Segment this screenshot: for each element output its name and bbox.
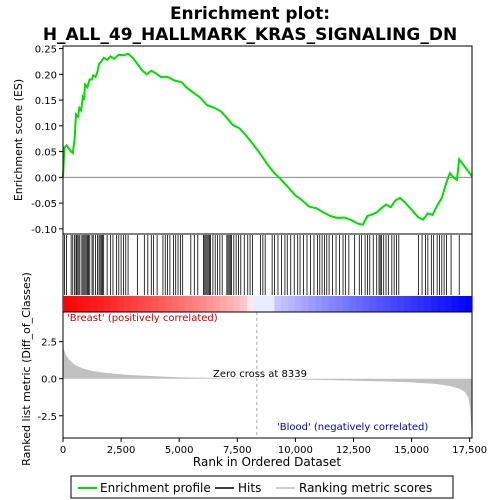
metric-ytick-label: -2.5 (37, 412, 57, 423)
es-ytick-label: 0.00 (35, 173, 57, 184)
legend-label-enrichment: Enrichment profile (100, 481, 211, 495)
color-bar-segment (301, 296, 309, 312)
color-bar-segment (192, 296, 200, 312)
x-tick-label: 15,000 (394, 445, 429, 456)
es-ytick-label: -0.05 (31, 199, 57, 210)
color-bar-segment (199, 296, 207, 312)
es-ytick-label: 0.20 (35, 70, 57, 81)
color-bar-segment (165, 296, 173, 312)
color-bar-segment (144, 296, 153, 312)
color-bar-segment (69, 296, 78, 312)
color-bar-segment (63, 296, 71, 312)
color-bar-segment (274, 296, 282, 312)
color-bar-segment (335, 296, 344, 312)
color-bar-segment (83, 296, 91, 312)
metric-panel-frame (62, 311, 473, 439)
chart-title-line2: H_ALL_49_HALLMARK_KRAS_SIGNALING_DN (43, 25, 457, 45)
rank-color-bar (63, 296, 473, 312)
color-bar-segment (212, 296, 221, 312)
legend-label-hits: Hits (238, 481, 261, 495)
negative-class-label: 'Blood' (negatively correlated) (277, 422, 428, 433)
x-tick-label: 5,000 (165, 445, 194, 456)
x-tick-label: 2,500 (107, 445, 136, 456)
es-curve (62, 52, 473, 226)
positive-class-label: 'Breast' (positively correlated) (67, 313, 218, 324)
color-bar-segment (158, 296, 166, 312)
color-bar-segment (397, 296, 405, 312)
color-bar-segment (260, 296, 269, 312)
es-ytick-label: -0.10 (31, 225, 57, 236)
color-bar-segment (90, 296, 98, 312)
color-bar-segment (267, 296, 275, 312)
x-tick-label: 17,500 (452, 445, 487, 456)
color-bar-segment (444, 296, 453, 312)
x-tick-label: 12,500 (336, 445, 371, 456)
color-bar-segment (131, 296, 139, 312)
color-bar-segment (219, 296, 228, 312)
color-bar-segment (437, 296, 446, 312)
color-bar-segment (369, 296, 378, 312)
es-panel: -0.10 -0.05 0.00 0.05 0.10 0.15 0.20 0.25 Enric… (12, 45, 473, 236)
color-bar-segment (124, 296, 132, 312)
legend-label-metric: Ranking metric scores (299, 481, 432, 495)
color-bar-segment (451, 296, 459, 312)
color-bar-segment (349, 296, 357, 312)
metric-panel: 'Breast' (positively correlated) Zero cr… (20, 272, 487, 469)
legend-box (70, 475, 454, 499)
color-bar-segment (410, 296, 419, 312)
color-bar-segment (431, 296, 439, 312)
es-ytick-label: 0.05 (35, 148, 57, 159)
es-ytick-label: 0.10 (35, 122, 57, 133)
color-bar-segment (308, 296, 316, 312)
color-bar-segment (117, 296, 125, 312)
color-bar-segment (424, 296, 432, 312)
color-bar-segment (294, 296, 303, 312)
x-tick-label: 0 (60, 445, 66, 456)
color-bar-segment (315, 296, 323, 312)
color-bar-segment (178, 296, 187, 312)
color-bar-segment (356, 296, 364, 312)
zero-cross-label: Zero cross at 8339 (213, 369, 307, 380)
es-ylabel: Enrichment score (ES) (12, 79, 25, 201)
hits-panel (62, 233, 473, 313)
metric-ytick-label: 0.0 (41, 375, 57, 386)
color-bar-segment (383, 296, 391, 312)
color-bar-segment (253, 296, 262, 312)
color-bar-segment (465, 296, 473, 312)
color-bar-segment (281, 296, 289, 312)
color-bar-segment (458, 296, 466, 312)
legend: Enrichment profile Hits Ranking metric s… (70, 475, 454, 499)
color-bar-segment (390, 296, 398, 312)
color-bar-segment (322, 296, 330, 312)
x-axis-label: Rank in Ordered Dataset (193, 455, 341, 469)
color-bar-segment (342, 296, 350, 312)
color-bar-segment (328, 296, 337, 312)
color-bar-segment (226, 296, 235, 312)
color-bar-segment (206, 296, 214, 312)
color-bar-segment (247, 296, 255, 312)
color-bar-segment (97, 296, 105, 312)
color-bar-segment (233, 296, 241, 312)
metric-ytick-label: 2.5 (41, 338, 57, 349)
es-ytick-label: 0.25 (35, 45, 57, 56)
color-bar-segment (287, 296, 296, 312)
color-bar-segment (103, 296, 112, 312)
x-tick-label: 10,000 (278, 445, 313, 456)
es-ytick-label: 0.15 (35, 96, 57, 107)
color-bar-segment (417, 296, 425, 312)
metric-ylabel: Ranked list metric (Diff_of_Classes) (20, 272, 33, 466)
color-bar-segment (151, 296, 160, 312)
x-tick-label: 7,500 (223, 445, 252, 456)
chart-title-line1: Enrichment plot: (170, 4, 330, 24)
color-bar-segment (137, 296, 146, 312)
color-bar-segment (76, 296, 85, 312)
color-bar-segment (240, 296, 248, 312)
color-bar-segment (185, 296, 194, 312)
color-bar-segment (110, 296, 119, 312)
color-bar-segment (172, 296, 180, 312)
color-bar-segment (362, 296, 371, 312)
color-bar-segment (376, 296, 384, 312)
color-bar-segment (403, 296, 412, 312)
